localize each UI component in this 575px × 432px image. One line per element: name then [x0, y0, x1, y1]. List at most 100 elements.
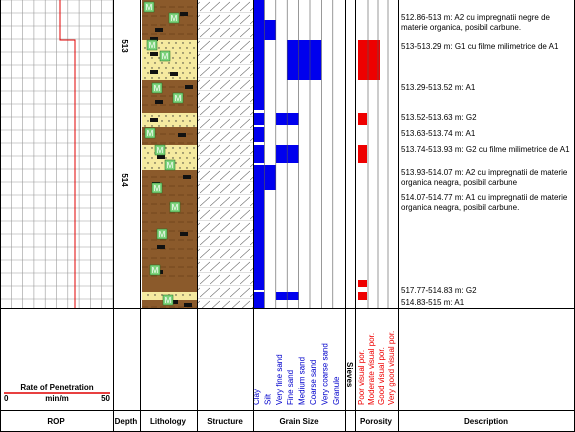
lithology-inclusion	[184, 303, 192, 307]
porosity-class: Poor visual por.	[357, 350, 366, 405]
lithology-symbol: M	[149, 41, 156, 50]
lithology-symbol: M	[154, 184, 161, 193]
lithology-dot	[179, 67, 181, 69]
lithology-dot	[165, 67, 167, 69]
lithology-dot	[186, 67, 188, 69]
lithology-dot	[144, 67, 146, 69]
lithology-dot	[147, 152, 149, 154]
lithology-dot	[144, 167, 146, 169]
lithology-inclusion	[150, 118, 158, 122]
interval-description: 514.07-514.77 m: A1 cu impregnatii de ma…	[401, 193, 568, 212]
rop-axis-min: 0	[4, 394, 9, 403]
lithology-bed	[142, 113, 197, 127]
column-header: Depth	[115, 417, 138, 426]
lithology-dot	[158, 125, 160, 127]
lithology-dot	[165, 115, 167, 117]
lithology-dot	[193, 115, 195, 117]
lithology-dot	[175, 162, 177, 164]
interval-description: 513.29-513.52 m: A1	[401, 83, 476, 92]
lithology-dot	[186, 157, 188, 159]
lithology-inclusion	[150, 52, 158, 56]
lithology-inclusion	[155, 28, 163, 32]
rop-legend-title: Rate of Penetration	[20, 383, 93, 392]
lithology-dot	[186, 57, 188, 59]
lithology-dot	[175, 62, 177, 64]
grain-size-class: Clay	[252, 389, 261, 405]
lithology-symbol: M	[152, 266, 159, 275]
grain-size-bar	[253, 80, 265, 110]
lithology-dot	[144, 125, 146, 127]
lithology-dot	[179, 125, 181, 127]
column-header: Grain Size	[279, 417, 319, 426]
lithology-dot	[182, 52, 184, 54]
lithology-dot	[193, 157, 195, 159]
lithology-marker	[169, 201, 181, 213]
lithology-dot	[186, 125, 188, 127]
grain-size-class: Silt	[263, 393, 272, 405]
lithology-inclusion	[180, 12, 188, 16]
lithology-symbol: M	[162, 52, 169, 61]
grain-size-bar	[253, 190, 265, 290]
lithology-dot	[179, 157, 181, 159]
lithology-dot	[193, 47, 195, 49]
depth-label: 514	[120, 173, 129, 187]
lithology-dot	[144, 147, 146, 149]
porosity-class: Good visual por.	[377, 347, 386, 405]
lithology-symbol: M	[172, 203, 179, 212]
lithology-bed	[142, 80, 197, 113]
lithology-dot	[168, 120, 170, 122]
lithology-dot	[161, 120, 163, 122]
sieves-label: Sieves	[345, 362, 354, 388]
lithology-dot	[144, 115, 146, 117]
lithology-dot	[182, 294, 184, 296]
lithology-dot	[189, 52, 191, 54]
lithology-dot	[151, 57, 153, 59]
interval-description: 513.63-513.74 m: A1	[401, 129, 476, 138]
lithology-dot	[175, 294, 177, 296]
interval-description: 513.52-513.63 m: G2	[401, 113, 477, 122]
interval-description: 517.77-514.83 m: G2	[401, 286, 477, 295]
lithology-dot	[168, 72, 170, 74]
lithology-dot	[179, 47, 181, 49]
rop-axis-unit: min/m	[45, 394, 69, 403]
lithology-dot	[186, 115, 188, 117]
lithology-dot	[151, 115, 153, 117]
lithology-dot	[151, 157, 153, 159]
porosity-bar	[358, 40, 380, 80]
lithology-dot	[158, 115, 160, 117]
lithology-dot	[182, 120, 184, 122]
lithology-dot	[193, 57, 195, 59]
lithology-dot	[189, 162, 191, 164]
lithology-symbol: M	[175, 94, 182, 103]
lithology-inclusion	[183, 175, 191, 179]
lithology-symbol: M	[147, 129, 154, 138]
grain-size-bar	[253, 40, 265, 80]
lithology-dot	[182, 162, 184, 164]
lithology-inclusion	[170, 300, 178, 304]
lithology-dot	[179, 115, 181, 117]
lithology-marker	[154, 144, 166, 156]
lithology-dot	[147, 162, 149, 164]
porosity-class: Very good visual por.	[387, 331, 396, 405]
lithology-dot	[189, 62, 191, 64]
lithology-dot	[151, 77, 153, 79]
grain-size-class: Granule	[332, 376, 341, 405]
grain-size-bar	[253, 0, 265, 20]
lithology-dot	[172, 47, 174, 49]
grain-size-bar	[253, 300, 265, 308]
lithology-dot	[168, 42, 170, 44]
lithology-inclusion	[157, 245, 165, 249]
column-header: Lithology	[150, 417, 187, 426]
interval-description: 513-513.29 m: G1 cu filme milimetrice de…	[401, 42, 559, 51]
lithology-dot	[165, 157, 167, 159]
rop-curve	[59, 0, 76, 308]
porosity-bar	[358, 292, 367, 300]
lithology-dot	[193, 167, 195, 169]
lithology-dot	[165, 147, 167, 149]
lithology-dot	[175, 52, 177, 54]
lithology-dot	[175, 42, 177, 44]
lithology-symbol: M	[167, 161, 174, 170]
lithology-dot	[172, 147, 174, 149]
structure-fill	[198, 0, 253, 308]
lithology-dot	[182, 72, 184, 74]
